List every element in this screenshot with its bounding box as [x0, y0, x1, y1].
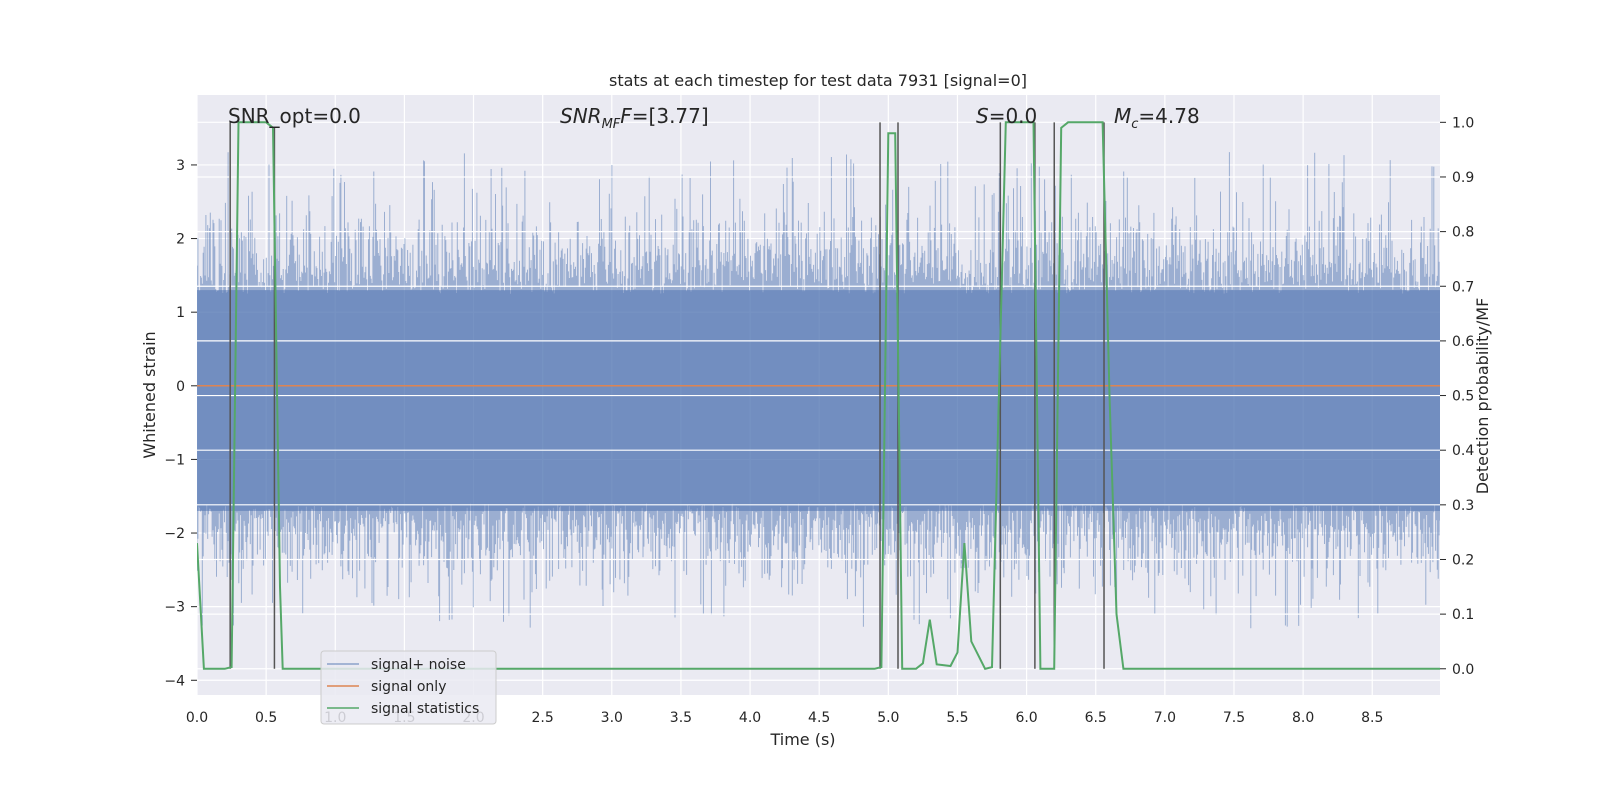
- snr-mf-value: =[3.77]: [632, 104, 709, 128]
- y-right-tick-label: 0.9: [1452, 170, 1474, 186]
- legend-label-statistics: signal statistics: [371, 701, 479, 717]
- y-right-tick-label: 0.4: [1452, 443, 1474, 459]
- x-tick-label: 7.0: [1154, 710, 1176, 726]
- y-right-tick-label: 0.7: [1452, 279, 1474, 295]
- noise-series: [197, 121, 1440, 670]
- y-right-tick-label: 1.0: [1452, 115, 1474, 131]
- mc-symbol: M: [1114, 104, 1131, 128]
- x-tick-label: 7.5: [1223, 710, 1245, 726]
- annotation-snr-opt: SNR_opt=0.0: [228, 104, 361, 128]
- x-tick-label: 3.5: [670, 710, 692, 726]
- y-right-tick-label: 0.5: [1452, 389, 1474, 405]
- annotation-s: S=0.0: [976, 104, 1037, 128]
- x-tick-label: 4.0: [739, 710, 761, 726]
- x-tick-label: 5.5: [946, 710, 968, 726]
- x-tick-label: 3.0: [601, 710, 623, 726]
- x-tick-label: 2.5: [532, 710, 554, 726]
- legend-box: [320, 650, 497, 725]
- mc-value: =4.78: [1138, 104, 1199, 128]
- x-tick-label: 0.0: [186, 710, 208, 726]
- s-symbol: S: [976, 104, 989, 128]
- y-left-tick-label: 3: [176, 158, 185, 174]
- noise-trace: [197, 152, 1440, 629]
- y-left-tick-label: 0: [176, 379, 185, 395]
- y-axis-title-left: Whitened strain: [140, 331, 159, 458]
- y-axis-title-right: Detection probability/MF: [1473, 298, 1492, 495]
- snr-mf-symbol: SNR: [560, 104, 602, 128]
- signal-statistics-series: [197, 121, 1440, 670]
- legend: signal+ noise signal only signal statist…: [320, 650, 497, 725]
- y-left-tick-label: −3: [164, 600, 185, 616]
- y-right-tick-label: 0.8: [1452, 225, 1474, 241]
- y-left-tick-label: −4: [164, 673, 185, 689]
- annotation-snr-mf: SNRMFF=[3.77]: [560, 104, 709, 132]
- y-left-tick-label: 1: [176, 305, 185, 321]
- x-tick-label: 6.5: [1085, 710, 1107, 726]
- signal-statistics-line: [197, 121, 1440, 670]
- chart-title: stats at each timestep for test data 793…: [609, 71, 1027, 90]
- mc-subscript: c: [1131, 117, 1138, 132]
- y-right-tick-label: 0.2: [1452, 552, 1474, 568]
- y-left-tick-label: −1: [164, 452, 185, 468]
- y-left-tick-label: 2: [176, 232, 185, 248]
- x-tick-label: 5.0: [877, 710, 899, 726]
- legend-label-noise: signal+ noise: [371, 657, 466, 673]
- y-left-tick-label: −2: [164, 526, 185, 542]
- detection-markers: [229, 122, 1105, 669]
- x-tick-label: 6.0: [1015, 710, 1037, 726]
- s-value: =0.0: [989, 104, 1038, 128]
- y-right-tick-label: 0.6: [1452, 334, 1474, 350]
- legend-label-signal-only: signal only: [371, 679, 446, 695]
- annotation-mc: Mc=4.78: [1114, 104, 1200, 132]
- x-tick-label: 8.5: [1361, 710, 1383, 726]
- y-right-tick-label: 0.1: [1452, 607, 1474, 623]
- y-right-tick-label: 0.0: [1452, 662, 1474, 678]
- snr-mf-subscript: MF: [602, 117, 621, 132]
- x-tick-label: 0.5: [255, 710, 277, 726]
- x-tick-label: 8.0: [1292, 710, 1314, 726]
- x-tick-label: 4.5: [808, 710, 830, 726]
- y-right-tick-label: 0.3: [1452, 498, 1474, 514]
- x-axis-title: Time (s): [769, 730, 835, 749]
